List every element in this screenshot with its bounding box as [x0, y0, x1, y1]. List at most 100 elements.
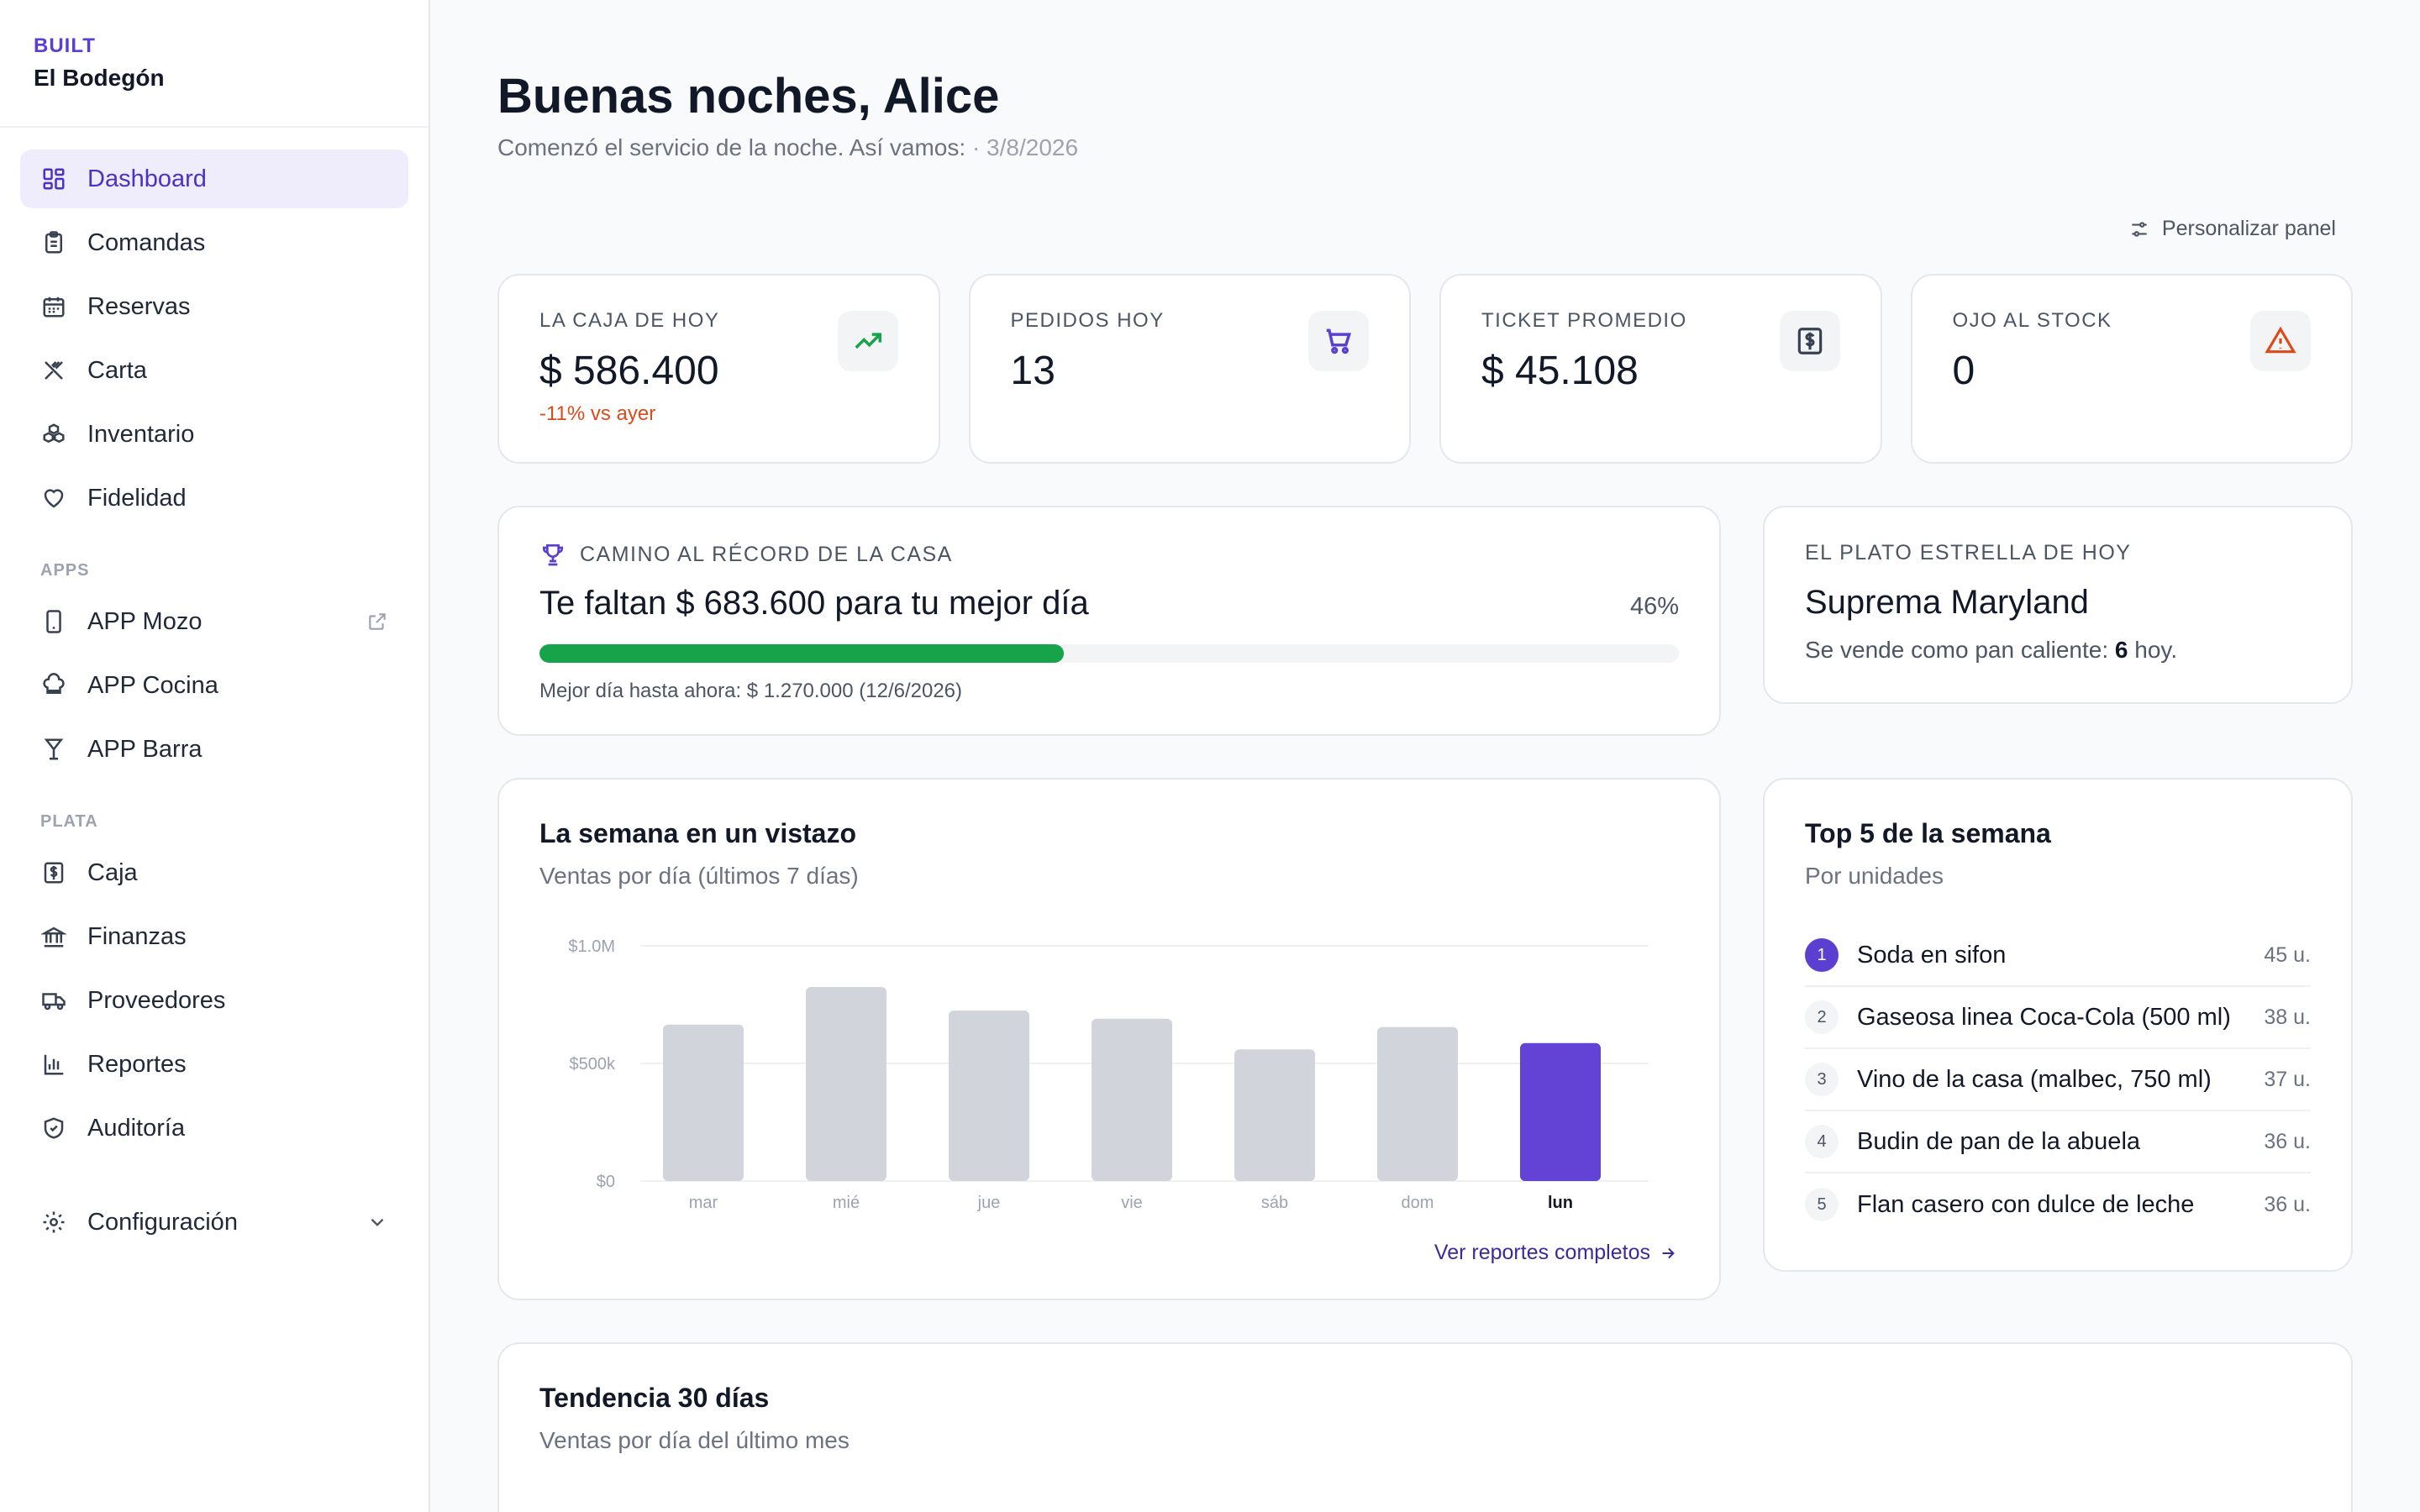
- sidebar-item-label: APP Barra: [87, 735, 203, 763]
- list-item: 4 Budin de pan de la abuela 36 u.: [1805, 1111, 2311, 1173]
- full-reports-label: Ver reportes completos: [1434, 1241, 1650, 1264]
- brand: BUILT El Bodegón: [0, 0, 429, 128]
- sidebar-item-comandas[interactable]: Comandas: [20, 213, 408, 272]
- bar-jue[interactable]: [949, 1011, 1029, 1181]
- y-tick-label: $500k: [570, 1055, 616, 1074]
- sidebar-item-carta[interactable]: Carta: [20, 341, 408, 400]
- week-chart-card: La semana en un vistazo Ventas por día (…: [497, 778, 1721, 1300]
- item-name: Flan casero con dulce de leche: [1857, 1190, 2195, 1218]
- y-tick-label: $0: [597, 1173, 615, 1191]
- kpi-value: $ 45.108: [1481, 349, 1639, 393]
- brand-kicker: BUILT: [34, 34, 96, 57]
- bank-icon: [40, 923, 67, 950]
- rank-badge: 3: [1805, 1063, 1839, 1096]
- star-sub-suffix: hoy.: [2134, 637, 2178, 663]
- item-qty: 38 u.: [2264, 1005, 2311, 1029]
- top5-title: Top 5 de la semana: [1805, 818, 2051, 848]
- bar-lun[interactable]: [1520, 1042, 1601, 1181]
- highlights-row: CAMINO AL RÉCORD DE LA CASA Te faltan $ …: [497, 506, 2353, 736]
- sidebar-item-reservas[interactable]: Reservas: [20, 277, 408, 336]
- kpi-card-stock: OJO AL STOCK 0: [1910, 274, 2353, 464]
- record-percent: 46%: [1629, 593, 1679, 620]
- kpi-card-pedidos: PEDIDOS HOY 13: [968, 274, 1411, 464]
- nav-section-plata: PLATA: [40, 812, 98, 831]
- boxes-icon: [40, 421, 67, 448]
- y-tick-label: $1.0M: [568, 937, 615, 956]
- star-dish-card: EL PLATO ESTRELLA DE HOY Suprema Marylan…: [1763, 506, 2353, 704]
- sidebar-item-auditoria[interactable]: Auditoría: [20, 1099, 408, 1158]
- trend-subtitle: Ventas por día del último mes: [539, 1427, 850, 1453]
- kpi-label: LA CAJA DE HOY: [539, 309, 720, 332]
- x-tick-label: mar: [689, 1194, 718, 1212]
- page-title: Buenas noches, Alice: [497, 69, 1000, 123]
- sidebar-item-label: Reservas: [87, 292, 191, 320]
- kpi-value: $ 586.400: [539, 349, 719, 393]
- bar-mar[interactable]: [663, 1024, 744, 1181]
- truck-icon: [40, 987, 67, 1014]
- sidebar-item-label: Caja: [87, 858, 138, 886]
- subtitle-text: Comenzó el servicio de la noche. Así vam…: [497, 134, 966, 160]
- kpi-row: LA CAJA DE HOY $ 586.400 -11% vs ayer PE…: [497, 274, 2353, 464]
- item-qty: 36 u.: [2264, 1192, 2311, 1216]
- star-label: EL PLATO ESTRELLA DE HOY: [1805, 541, 2132, 564]
- bar-dom[interactable]: [1377, 1026, 1458, 1181]
- sidebar-item-dashboard[interactable]: Dashboard: [20, 150, 408, 208]
- trophy-icon: [543, 544, 563, 566]
- sidebar-item-reportes[interactable]: Reportes: [20, 1035, 408, 1094]
- sidebar-item-app-mozo[interactable]: APP Mozo: [20, 592, 408, 651]
- sidebar-nav: Dashboard Comandas Reservas Carta: [0, 128, 429, 1252]
- sidebar-item-label: Fidelidad: [87, 484, 187, 512]
- subtitle-date: · 3/8/2026: [971, 134, 1079, 160]
- sidebar-item-app-cocina[interactable]: APP Cocina: [20, 656, 408, 715]
- x-tick-label: lun: [1548, 1194, 1573, 1212]
- bar-mié[interactable]: [806, 987, 886, 1181]
- customize-panel-button[interactable]: Personalizar panel: [2128, 217, 2336, 241]
- chef-hat-icon: [40, 672, 67, 699]
- bar-sáb[interactable]: [1234, 1049, 1315, 1181]
- x-tick-label: dom: [1402, 1194, 1434, 1212]
- trend-card: Tendencia 30 días Ventas por día del últ…: [497, 1342, 2353, 1512]
- gear-icon: [40, 1209, 67, 1236]
- utensils-icon: [40, 357, 67, 384]
- week-bar-chart: $0 $500k $1.0M mar mié jue vie sáb dom lun: [568, 937, 1649, 1212]
- sidebar: BUILT El Bodegón Dashboard Comandas Re: [0, 0, 430, 1512]
- star-sub-prefix: Se vende como pan caliente:: [1805, 637, 2109, 663]
- item-qty: 36 u.: [2264, 1129, 2311, 1153]
- sidebar-item-caja[interactable]: Caja: [20, 843, 408, 902]
- sidebar-item-finanzas[interactable]: Finanzas: [20, 907, 408, 966]
- sidebar-item-label: Auditoría: [87, 1114, 186, 1142]
- bar-vie[interactable]: [1092, 1018, 1172, 1181]
- item-qty: 37 u.: [2264, 1067, 2311, 1091]
- rank-badge: 1: [1805, 938, 1839, 972]
- week-title: La semana en un vistazo: [539, 818, 857, 848]
- record-progress-fill: [539, 644, 1064, 663]
- kpi-label: TICKET PROMEDIO: [1481, 309, 1687, 332]
- sidebar-item-app-barra[interactable]: APP Barra: [20, 720, 408, 779]
- trending-up-icon: [837, 311, 898, 371]
- item-qty: 45 u.: [2264, 942, 2311, 967]
- sliders-icon: [2132, 221, 2147, 237]
- full-reports-link[interactable]: Ver reportes completos: [1434, 1241, 1677, 1265]
- sidebar-item-inventario[interactable]: Inventario: [20, 405, 408, 464]
- sidebar-item-label: Carta: [87, 356, 147, 384]
- item-name: Vino de la casa (malbec, 750 ml): [1857, 1065, 2212, 1093]
- list-item: 1 Soda en sifon 45 u.: [1805, 925, 2311, 987]
- sidebar-item-proveedores[interactable]: Proveedores: [20, 971, 408, 1030]
- phone-icon: [40, 608, 67, 635]
- x-tick-label: jue: [977, 1194, 1001, 1212]
- bar-chart-icon: [40, 1051, 67, 1078]
- heart-icon: [40, 485, 67, 512]
- dashboard-icon: [40, 165, 67, 192]
- sidebar-item-configuracion[interactable]: Configuración: [20, 1193, 408, 1252]
- sidebar-item-label: Configuración: [87, 1208, 238, 1236]
- list-item: 3 Vino de la casa (malbec, 750 ml) 37 u.: [1805, 1049, 2311, 1111]
- kpi-value: 13: [1010, 349, 1055, 393]
- top5-subtitle: Por unidades: [1805, 863, 1944, 889]
- item-name: Gaseosa linea Coca-Cola (500 ml): [1857, 1003, 2231, 1031]
- sidebar-item-label: Reportes: [87, 1050, 187, 1078]
- shield-icon: [40, 1115, 67, 1142]
- external-link-icon: [366, 611, 388, 633]
- kpi-value: 0: [1952, 349, 1975, 393]
- page-subtitle: Comenzó el servicio de la noche. Así vam…: [497, 134, 2353, 161]
- sidebar-item-fidelidad[interactable]: Fidelidad: [20, 469, 408, 528]
